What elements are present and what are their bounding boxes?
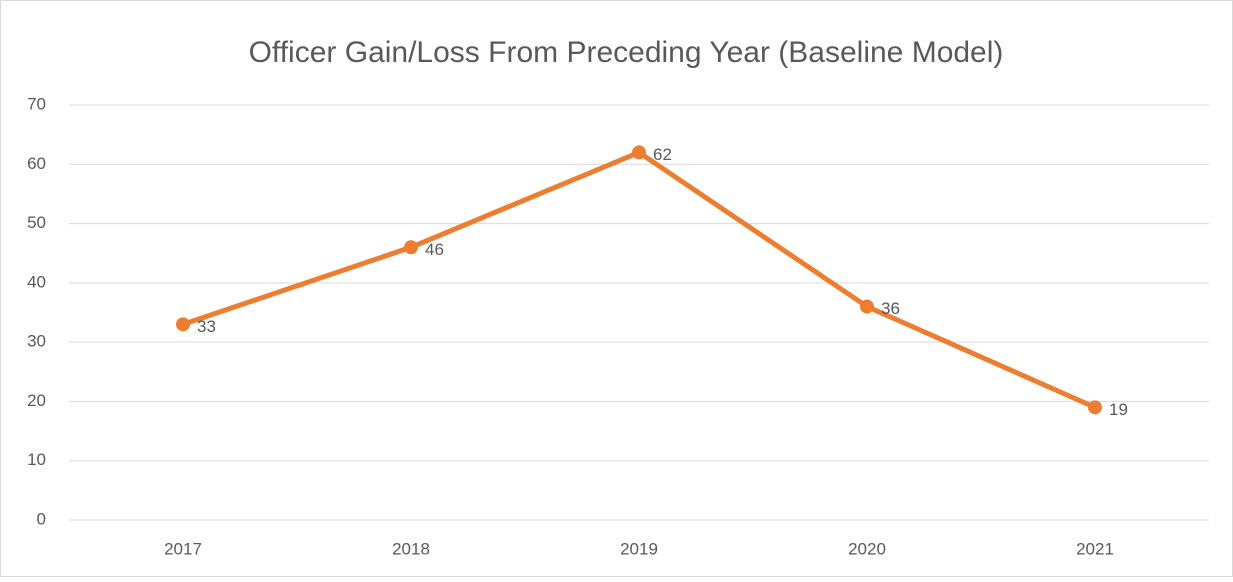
- x-tick-label: 2021: [1076, 539, 1114, 558]
- data-point: [860, 299, 874, 314]
- x-tick-label: 2017: [164, 539, 202, 558]
- data-point: [1088, 400, 1102, 415]
- data-point: [632, 145, 646, 160]
- y-tick-label: 70: [27, 94, 46, 113]
- data-point: [404, 240, 418, 255]
- y-tick-label: 60: [27, 154, 46, 173]
- y-tick-label: 0: [37, 509, 46, 528]
- data-label: 33: [197, 317, 216, 336]
- data-label: 19: [1109, 400, 1128, 419]
- x-tick-label: 2020: [848, 539, 886, 558]
- y-tick-label: 30: [27, 332, 46, 351]
- x-tick-label: 2019: [620, 539, 658, 558]
- y-tick-label: 50: [27, 213, 46, 232]
- y-tick-label: 10: [27, 450, 46, 469]
- x-tick-label: 2018: [392, 539, 430, 558]
- y-tick-label: 40: [27, 272, 46, 291]
- data-label: 36: [881, 299, 900, 318]
- chart-title: Officer Gain/Loss From Preceding Year (B…: [249, 36, 1004, 69]
- y-tick-label: 20: [27, 391, 46, 410]
- data-point: [176, 317, 190, 332]
- data-label: 62: [653, 145, 672, 164]
- data-label: 46: [425, 240, 444, 259]
